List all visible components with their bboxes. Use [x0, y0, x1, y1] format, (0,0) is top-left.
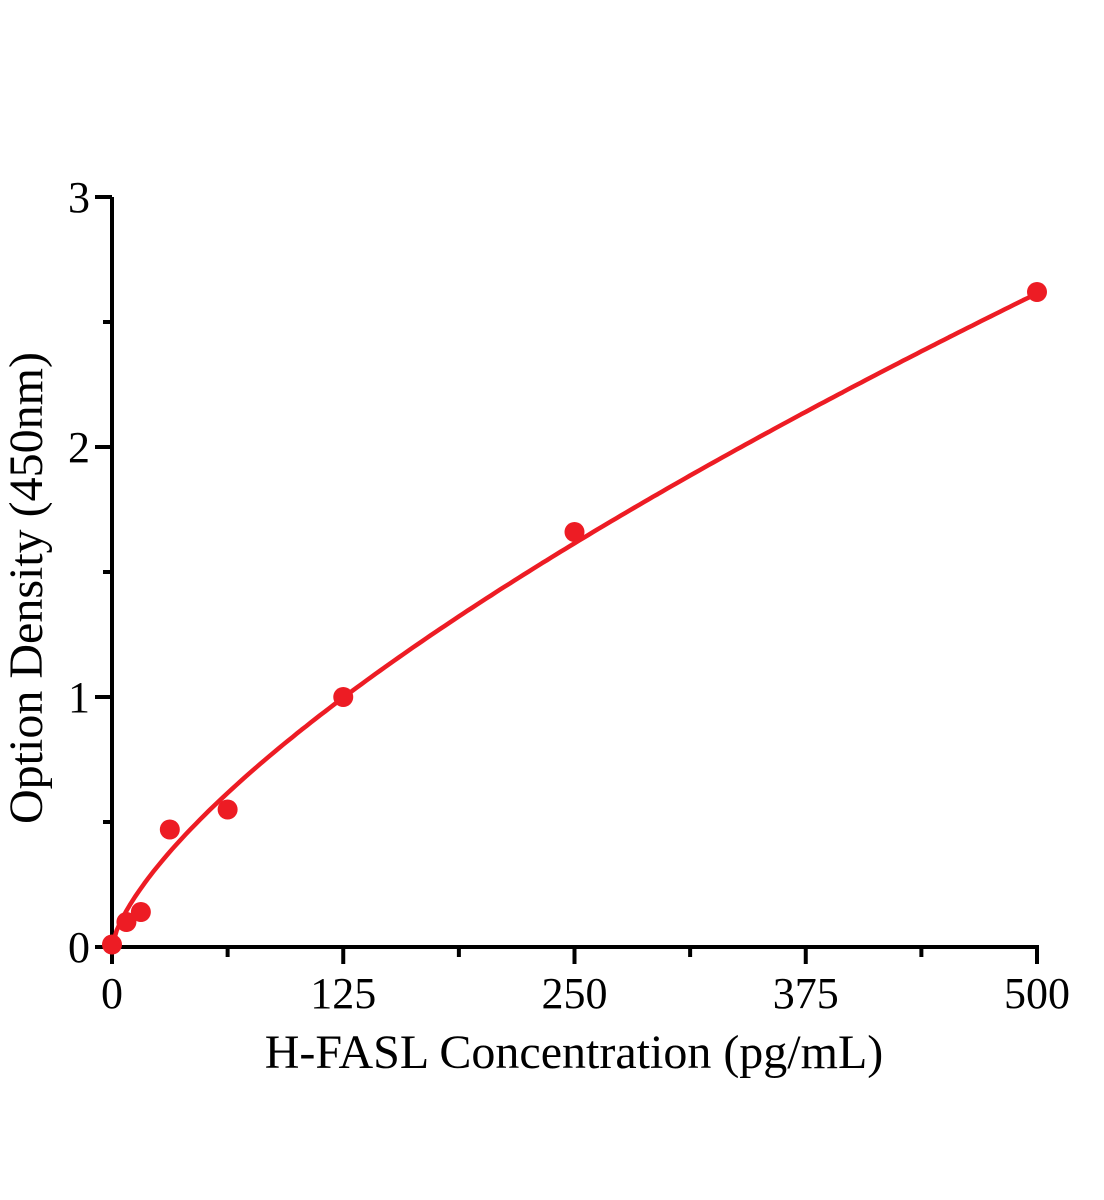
fit-curve: [109, 291, 1040, 950]
data-point-marker: [159, 819, 180, 840]
data-point-marker: [333, 687, 354, 707]
y-axis-title: Option Density (450nm): [0, 352, 53, 824]
data-point-marker: [130, 902, 151, 922]
y-tick-label: 3: [68, 173, 90, 222]
fit-curve-line: [109, 291, 1040, 950]
data-point-marker: [217, 799, 238, 820]
data-point-marker: [564, 522, 585, 542]
x-tick-label: 375: [773, 969, 839, 1018]
y-tick-label: 2: [68, 423, 90, 472]
data-point-marker: [116, 912, 137, 932]
x-axis-title: H-FASL Concentration (pg/mL): [265, 1026, 884, 1079]
x-axis: 0 125 250 375 500: [101, 945, 1070, 1018]
y-axis: 0 1 2 3: [68, 173, 114, 972]
x-tick-label: 0: [101, 969, 123, 1018]
x-tick-label: 125: [310, 969, 376, 1018]
x-tick-label: 500: [1004, 969, 1070, 1018]
y-tick-label: 0: [68, 923, 90, 972]
data-point-marker: [1027, 282, 1047, 302]
x-tick-label: 250: [542, 969, 608, 1018]
data-points: [102, 282, 1047, 955]
data-point-marker: [102, 934, 122, 955]
y-tick-label: 1: [68, 673, 90, 722]
